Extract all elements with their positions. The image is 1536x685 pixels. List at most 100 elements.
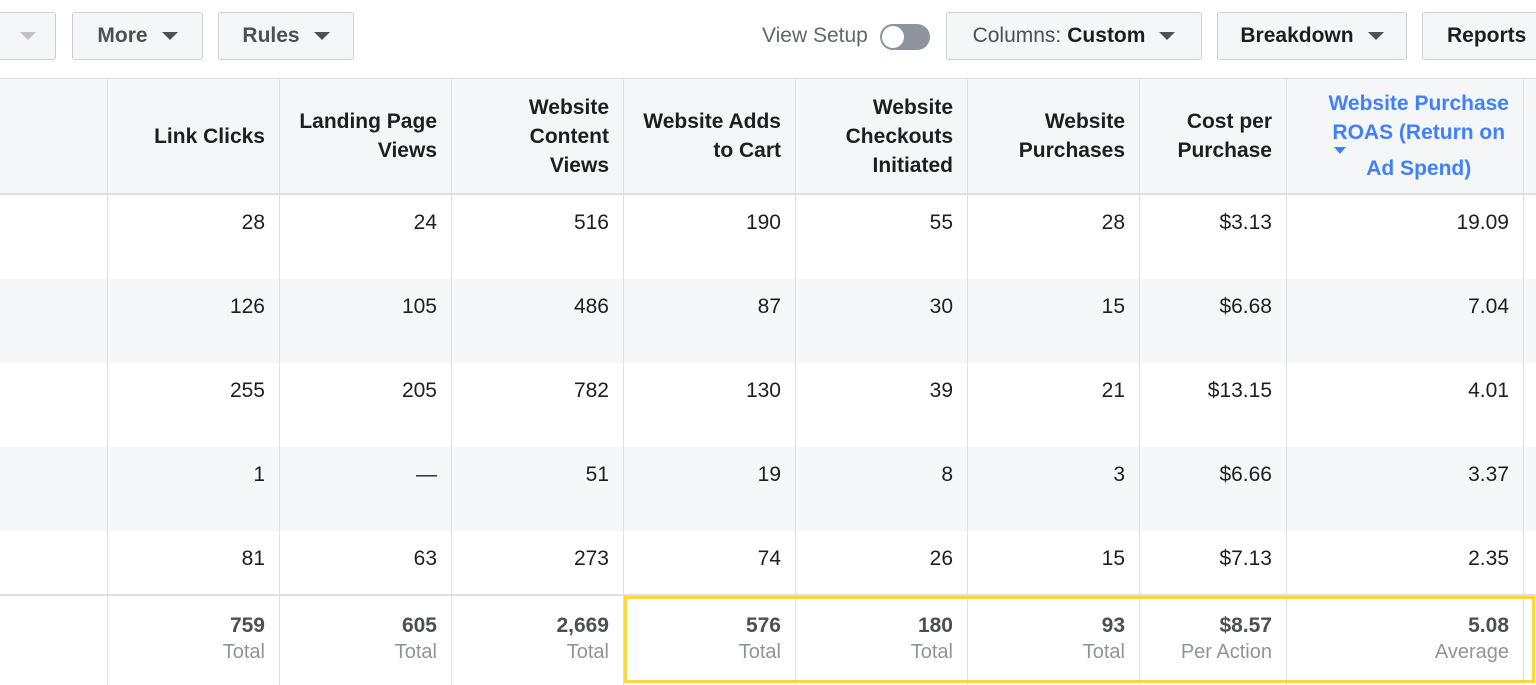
table-cell: $7.13 (1140, 531, 1287, 615)
ads-table: Link Clicks Landing Page Views Website Conte… (0, 78, 1536, 685)
column-header-label: Checkouts (845, 124, 953, 148)
column-header[interactable]: Website Purchases (968, 79, 1140, 193)
more-button[interactable]: More (72, 12, 203, 60)
columns-prefix: Columns: (972, 24, 1062, 47)
total-label: Total (566, 641, 609, 663)
total-value: $8.57 (1219, 614, 1272, 637)
table-row[interactable]: 126 105 486 87 30 15 $6.68 7.04 (0, 279, 1536, 363)
table-row[interactable]: 1—51 19 8 3 $6.66 3.37 (0, 447, 1536, 531)
more-label: More (97, 24, 148, 47)
column-header-label: to Cart (713, 139, 781, 162)
ad-name-cell[interactable] (0, 279, 108, 363)
table-cell: 63 (280, 531, 452, 615)
column-header-label: Purchases (1018, 139, 1125, 162)
total-label: Average (1434, 641, 1509, 663)
caret-down-icon (1159, 32, 1176, 40)
column-header-label: Website (528, 95, 609, 119)
table-cell: 126 (108, 279, 280, 363)
column-header-label: Initiated (872, 153, 953, 177)
ad-name-cell[interactable] (0, 363, 108, 447)
ad-name-cell[interactable] (0, 531, 108, 615)
column-header[interactable]: Website Purchase ROAS (Return on Ad Spend) (1287, 79, 1524, 193)
table-cell: 21 (968, 363, 1140, 447)
columns-button[interactable]: Columns: Custom (946, 12, 1202, 60)
table-cell: 28 (108, 195, 280, 279)
total-value: 605 (401, 614, 437, 637)
table-cell: 105 (280, 279, 452, 363)
table-cell: 19 (624, 447, 796, 531)
table-row[interactable]: 28 24 516 190 55 28 $3.13 19.09 (0, 195, 1536, 279)
table-cell: 87 (624, 279, 796, 363)
columns-value: Custom (1067, 24, 1146, 47)
breakdown-label: Breakdown (1240, 24, 1354, 47)
column-header-label: Website Purchase (1328, 92, 1509, 115)
table-cell: 8 (796, 447, 968, 531)
column-header[interactable]: Link Clicks (108, 79, 280, 193)
view-setup-label: View Setup (762, 24, 868, 47)
table-cell: 1 (108, 447, 280, 531)
column-header[interactable]: Website Content Views (452, 79, 624, 193)
column-header-label: ROAS (Return on (1328, 118, 1509, 154)
total-cell: 180 Total (796, 596, 968, 685)
table-cell: 51 (452, 447, 624, 531)
table-cell: 2.35 (1287, 531, 1524, 615)
column-header-label: Purchase (1177, 139, 1272, 162)
table-cell: 4.01 (1287, 363, 1524, 447)
column-header-label: Content (529, 124, 609, 148)
column-header-label: Ad Spend) (1366, 157, 1472, 180)
table-cell: 15 (968, 531, 1140, 615)
table-row[interactable]: 255 205 782 130 39 21 $13.15 4.01 (0, 363, 1536, 447)
total-cell: $8.57 Per Action (1140, 596, 1287, 685)
sort-caret-icon[interactable] (1334, 147, 1347, 154)
total-label: Total (738, 641, 781, 663)
column-header[interactable]: Landing Page Views (280, 79, 452, 193)
header-cell-name[interactable] (0, 79, 108, 193)
total-cell: 93 Total (968, 596, 1140, 685)
table-cell: 255 (108, 363, 280, 447)
total-value: 5.08 (1468, 614, 1509, 637)
table-row[interactable]: 81 63 273 74 26 15 $7.13 2.35 (0, 531, 1536, 615)
column-header[interactable]: Cost per Purchase (1140, 79, 1287, 193)
total-value: 759 (229, 614, 265, 637)
table-cell: — (280, 447, 452, 531)
caret-down-icon (313, 32, 330, 40)
column-header[interactable]: Website Adds to Cart (624, 79, 796, 193)
column-header[interactable]: Website Checkouts Initiated (796, 79, 968, 193)
ad-name-cell[interactable] (0, 195, 108, 279)
table-cell: 26 (796, 531, 968, 615)
toolbar: More Rules View Setup Columns: Custom Br… (0, 0, 1536, 78)
table-cell: 28 (968, 195, 1140, 279)
table-header-row: Link Clicks Landing Page Views Website Conte… (0, 78, 1536, 195)
total-label: Total (394, 641, 437, 663)
table-cell: 3 (968, 447, 1140, 531)
reports-label: Reports (1447, 24, 1527, 47)
column-header-label: Landing Page (299, 110, 437, 133)
table-cell: 190 (624, 195, 796, 279)
total-label: Per Action (1180, 641, 1272, 663)
total-value: 180 (917, 614, 953, 637)
rules-label: Rules (242, 24, 300, 47)
rules-button[interactable]: Rules (218, 12, 354, 60)
reports-button[interactable]: Reports (1422, 12, 1536, 60)
caret-down-icon (161, 32, 178, 40)
column-header-label: Views (549, 153, 609, 177)
total-label: Total (1082, 641, 1125, 663)
column-header-label: Website (1044, 110, 1125, 133)
view-setup-toggle[interactable] (880, 24, 930, 50)
table-cell: 24 (280, 195, 452, 279)
table-cell: 516 (452, 195, 624, 279)
column-header-label: Website Adds (643, 110, 781, 133)
table-cell: $3.13 (1140, 195, 1287, 279)
total-cell: 2,669 Total (452, 596, 624, 685)
column-header-label: Link Clicks (154, 124, 265, 148)
ad-name-cell[interactable] (0, 447, 108, 531)
breakdown-button[interactable]: Breakdown (1217, 12, 1407, 60)
total-value: 576 (745, 614, 781, 637)
table-cell: 15 (968, 279, 1140, 363)
dropdown-button[interactable] (0, 12, 56, 60)
table-cell: 55 (796, 195, 968, 279)
caret-down-icon (1367, 32, 1384, 40)
table-cell: 7.04 (1287, 279, 1524, 363)
header-cell-overflow (1524, 79, 1536, 193)
column-header-label: Views (377, 139, 437, 162)
